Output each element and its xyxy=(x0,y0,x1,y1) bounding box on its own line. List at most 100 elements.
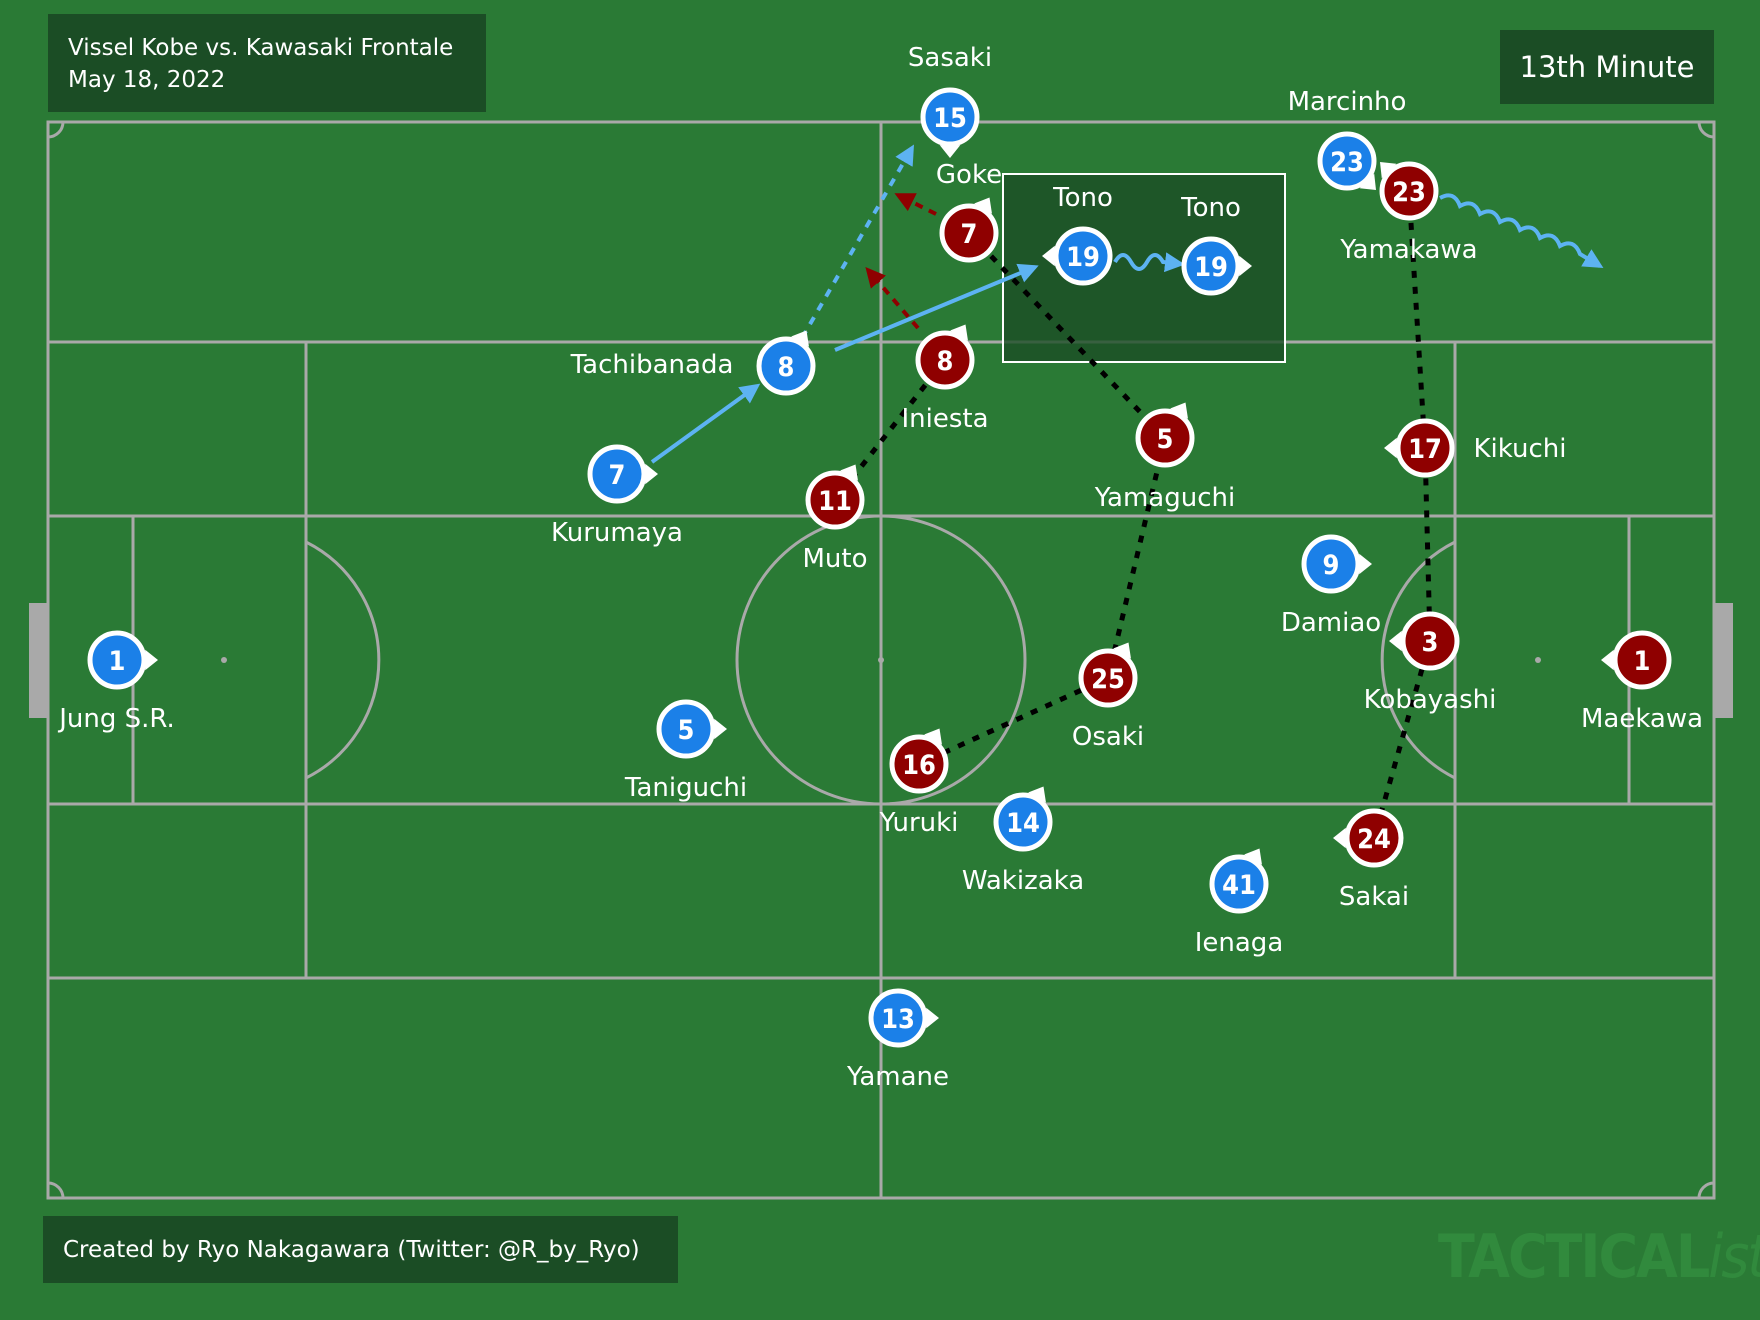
player-name: Yamakawa xyxy=(1339,235,1477,265)
facing-arrow-icon xyxy=(645,463,658,485)
player-kobe-14-9: 14 Wakizaka xyxy=(962,786,1084,896)
facing-arrow-icon xyxy=(1389,630,1402,652)
corner-arc-bl xyxy=(47,1181,65,1199)
player-name: Tono xyxy=(1180,193,1241,223)
movement-arrows xyxy=(650,144,1604,464)
player-kobe-13-11: 13 Yamane xyxy=(846,988,949,1092)
player-kobe-8-3: 8 Tachibanada xyxy=(570,330,816,396)
match-info-box: Vissel Kobe vs. Kawasaki Frontale May 18… xyxy=(48,14,486,112)
player-marker xyxy=(993,792,1053,852)
corner-arc-tr xyxy=(1697,121,1715,139)
pass-kurumaya-tachibanada xyxy=(650,383,761,464)
player-name: Kobayashi xyxy=(1364,685,1497,715)
facing-arrow-icon xyxy=(145,649,158,671)
facing-arrow-icon xyxy=(1244,848,1262,865)
player-kobe-7-2: 7 Kurumaya xyxy=(551,444,683,548)
left-penalty-spot xyxy=(221,657,227,663)
player-name: Wakizaka xyxy=(962,866,1084,896)
player-kawa-1-12: 1 Maekawa xyxy=(1581,630,1703,734)
player-kawa-25-18: 25 Osaki xyxy=(1072,642,1144,752)
player-name: Tono xyxy=(1052,183,1113,213)
centre-spot xyxy=(878,657,884,663)
player-number: 19 xyxy=(1066,242,1100,273)
facing-arrow-icon xyxy=(1384,437,1397,459)
player-name: Maekawa xyxy=(1581,704,1703,734)
player-marker xyxy=(868,988,928,1048)
press-iniesta xyxy=(865,266,920,330)
player-number: 8 xyxy=(778,352,795,383)
facing-arrow-icon xyxy=(1601,649,1614,671)
player-marker xyxy=(1078,648,1138,708)
player-kobe-19-5: 19 Tono xyxy=(1042,183,1113,286)
facing-arrow-icon xyxy=(1170,402,1188,419)
player-kawa-7-22: 7 Goke xyxy=(936,160,1002,263)
player-marker xyxy=(1379,161,1439,221)
player-kawa-23-16: 23 Yamakawa xyxy=(1339,161,1478,265)
player-marker xyxy=(939,203,999,263)
player-kobe-5-1: 5 Taniguchi xyxy=(624,699,747,803)
player-marker xyxy=(587,444,647,504)
player-kawa-17-15: 17 Kikuchi xyxy=(1384,418,1567,478)
right-goal xyxy=(1714,603,1733,718)
player-name: Kikuchi xyxy=(1473,434,1566,464)
facing-arrow-icon xyxy=(1359,553,1372,575)
player-name: Iniesta xyxy=(901,404,988,434)
player-number: 5 xyxy=(678,715,695,746)
player-marker xyxy=(1181,236,1241,296)
player-marker xyxy=(1053,226,1113,286)
player-kobe-19-6: 19 Tono xyxy=(1180,193,1252,296)
player-kawa-11-20: 11 Muto xyxy=(802,464,868,574)
player-number: 25 xyxy=(1091,664,1125,695)
watermark-main: TACTICAL xyxy=(1438,1222,1710,1292)
corner-arc-br xyxy=(1697,1181,1715,1199)
match-date: May 18, 2022 xyxy=(68,67,226,93)
player-kawa-5-17: 5 Yamaguchi xyxy=(1094,402,1235,513)
watermark-logo: TACTICALista xyxy=(1438,1222,1760,1292)
run-marcinho xyxy=(1439,193,1604,269)
player-name: Sasaki xyxy=(908,43,992,73)
kawasaki-midfield-link-a xyxy=(917,231,1168,767)
player-kobe-1-0: 1 Jung S.R. xyxy=(57,630,175,734)
player-kobe-23-7: 23 Marcinho xyxy=(1288,87,1407,191)
player-marker xyxy=(1317,131,1377,191)
player-number: 13 xyxy=(881,1004,915,1035)
player-marker xyxy=(656,699,716,759)
left-goal xyxy=(29,603,48,718)
pitch-markings xyxy=(46,120,1716,1200)
player-name: Ienaga xyxy=(1195,928,1284,958)
player-number: 1 xyxy=(1634,646,1651,677)
player-name: Jung S.R. xyxy=(57,704,175,734)
player-number: 7 xyxy=(609,460,626,491)
player-marker xyxy=(87,630,147,690)
player-number: 5 xyxy=(1157,424,1174,455)
player-number: 14 xyxy=(1006,808,1040,839)
player-name: Marcinho xyxy=(1288,87,1407,117)
player-name: Sakai xyxy=(1339,882,1409,912)
facing-arrow-icon xyxy=(974,197,992,214)
player-kawa-3-13: 3 Kobayashi xyxy=(1364,611,1497,715)
credit-box: Created by Ryo Nakagawara (Twitter: @R_b… xyxy=(43,1216,678,1283)
left-penalty-arc xyxy=(305,540,381,780)
players-layer: 1 Jung S.R. 5 Taniguchi 7 Kurumaya 8 Tachibanad… xyxy=(57,43,1703,1092)
player-name: Tachibanada xyxy=(570,350,734,380)
press-goke xyxy=(894,193,937,216)
facing-arrow-icon xyxy=(791,330,809,347)
facing-arrow-icon xyxy=(714,718,727,740)
corner-arc-tl xyxy=(47,121,65,139)
player-number: 11 xyxy=(818,486,852,517)
player-number: 1 xyxy=(109,646,126,677)
player-kawa-8-21: 8 Iniesta xyxy=(901,324,989,434)
player-number: 7 xyxy=(961,219,978,250)
facing-arrow-icon xyxy=(1028,786,1046,803)
player-name: Damiao xyxy=(1281,608,1381,638)
player-number: 41 xyxy=(1222,870,1256,901)
player-number: 23 xyxy=(1330,147,1364,178)
watermark-italic: ista xyxy=(1708,1222,1760,1292)
player-kobe-15-4: 15 Sasaki xyxy=(908,43,992,158)
player-marker xyxy=(1344,808,1404,868)
facing-arrow-icon xyxy=(1239,255,1252,277)
player-name: Yuruki xyxy=(879,808,959,838)
player-kobe-41-10: 41 Ienaga xyxy=(1195,848,1284,958)
facing-arrow-icon xyxy=(1333,827,1346,849)
player-marker xyxy=(889,734,949,794)
